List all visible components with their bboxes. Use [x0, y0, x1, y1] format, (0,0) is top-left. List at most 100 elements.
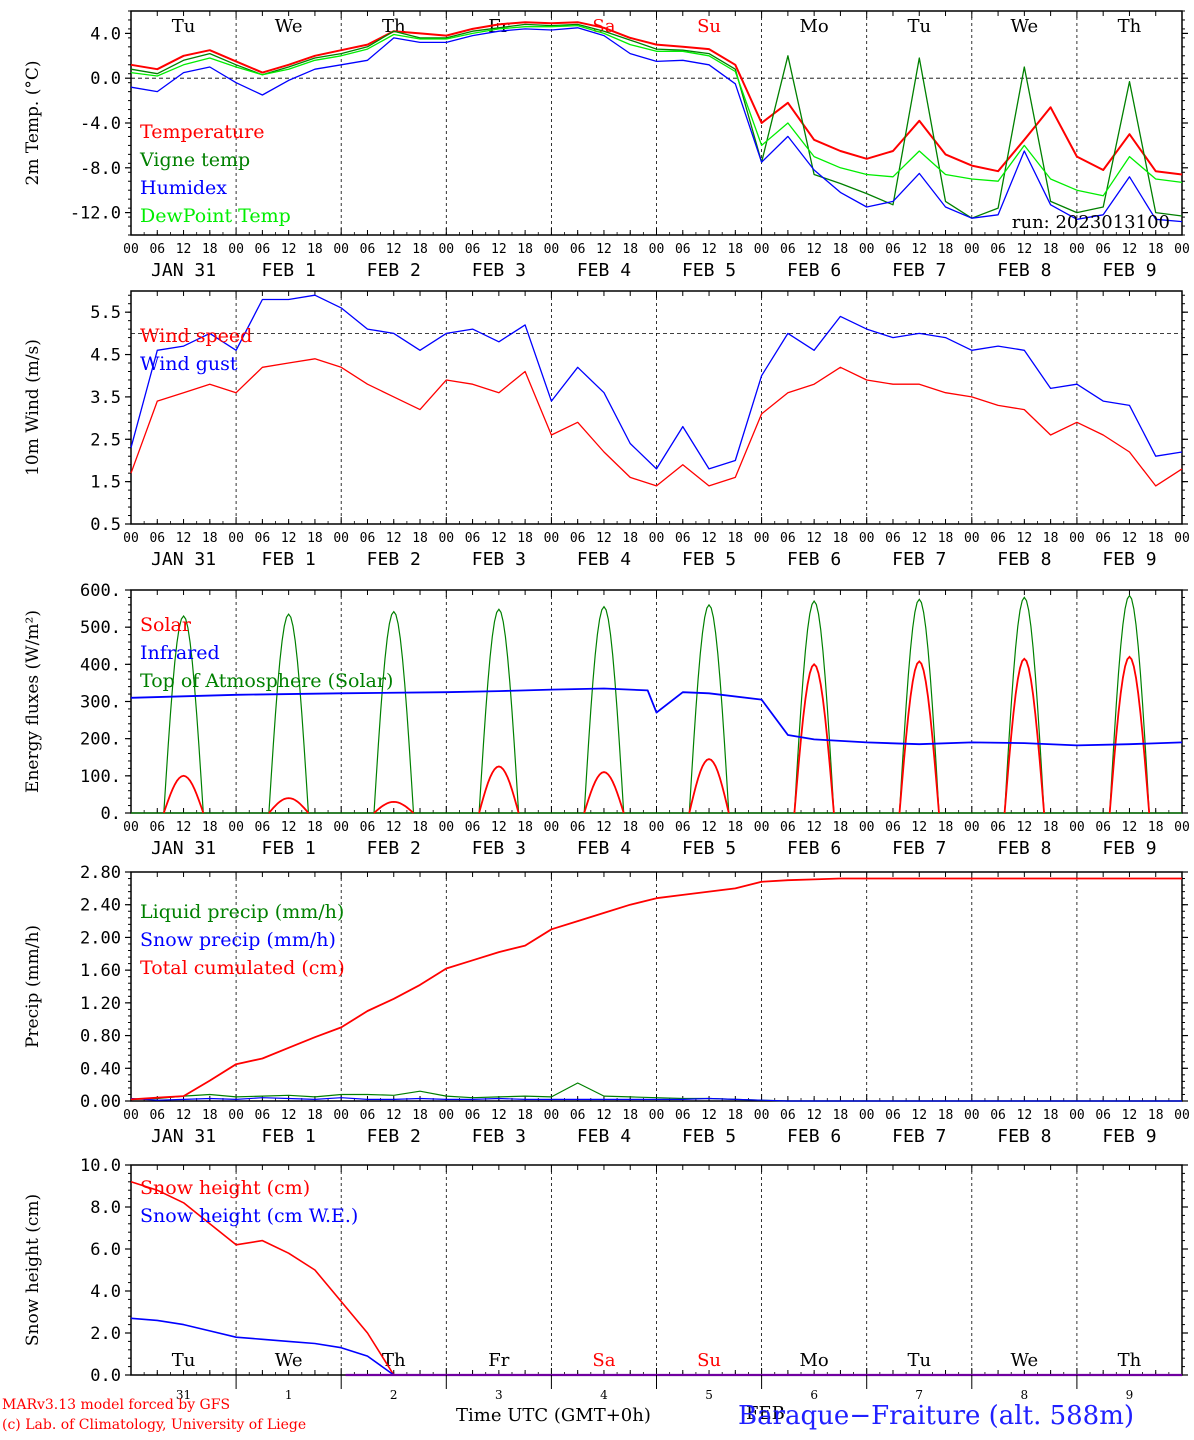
date-label: FEB 6 [787, 549, 841, 570]
hour-tick-label: 12 [386, 820, 402, 835]
hour-tick-label: 00 [649, 531, 665, 546]
hour-tick-label: 12 [491, 242, 507, 257]
toa-solar-curve [688, 603, 730, 814]
solar-curve [478, 765, 520, 814]
hour-tick-label: 00 [859, 242, 875, 257]
hour-tick-label: 00 [1069, 531, 1085, 546]
hour-tick-label: 12 [491, 531, 507, 546]
hour-tick-label: 06 [1095, 820, 1111, 835]
hour-tick-label: 06 [990, 1108, 1006, 1123]
hour-tick-label: 18 [833, 1108, 849, 1123]
hour-tick-label: 00 [438, 1108, 454, 1123]
y-tick-label: 0.0 [90, 1366, 121, 1386]
hour-tick-label: 00 [1069, 1108, 1085, 1123]
hour-tick-label: 12 [596, 820, 612, 835]
date-label: FEB 6 [787, 1126, 841, 1147]
series-line [130, 24, 1183, 197]
series-line [130, 1097, 1182, 1102]
date-label: FEB 9 [1102, 260, 1156, 281]
date-label: FEB 7 [892, 838, 946, 859]
hour-tick-label: 12 [281, 242, 297, 257]
y-tick-label: 2.5 [90, 430, 121, 450]
y-tick-label: 0.00 [80, 1092, 121, 1112]
hour-tick-label: 00 [754, 531, 770, 546]
credit-line-1: MARv3.13 model forced by GFS [2, 1397, 231, 1413]
legend-entry: Infrared [140, 642, 220, 664]
y-tick-label: -12.0 [70, 204, 121, 224]
hour-tick-label: 06 [675, 1108, 691, 1123]
hour-tick-label: 00 [859, 1108, 875, 1123]
date-label: FEB 5 [682, 1126, 736, 1147]
y-tick-label: 0.40 [80, 1059, 121, 1079]
hour-tick-label: 06 [149, 531, 165, 546]
toa-solar-curve [1109, 594, 1150, 814]
hour-tick-label: 18 [1148, 1108, 1164, 1123]
hour-tick-label: 12 [701, 242, 717, 257]
hour-tick-label: 06 [780, 531, 796, 546]
hour-tick-label: 00 [859, 531, 875, 546]
panel-1: 4.00.0-4.0-8.0-12.02m Temp. (°C)Tu We Th Fr… [23, 10, 1190, 281]
y-tick-label: 4.0 [90, 1282, 121, 1302]
legend-entry: Wind gust [140, 353, 238, 375]
hour-tick-label: 12 [386, 531, 402, 546]
hour-tick-label: 12 [701, 531, 717, 546]
hour-tick-label: 06 [675, 242, 691, 257]
day-number: 7 [915, 1388, 923, 1402]
day-label: Tu [172, 1350, 196, 1371]
y-tick-label: 1.20 [80, 994, 121, 1014]
hour-tick-label: 18 [202, 820, 218, 835]
solar-curve [268, 797, 310, 814]
hour-tick-label: 06 [149, 820, 165, 835]
date-label: FEB 3 [472, 260, 526, 281]
date-label: FEB 4 [577, 838, 631, 859]
day-number: 3 [495, 1388, 503, 1402]
hour-tick-label: 18 [622, 242, 638, 257]
hour-tick-label: 18 [938, 820, 954, 835]
date-label: FEB 7 [892, 1126, 946, 1147]
y-tick-label: 8.0 [90, 1198, 121, 1218]
hour-tick-label: 18 [517, 531, 533, 546]
date-label: FEB 8 [997, 549, 1051, 570]
hour-tick-label: 00 [754, 820, 770, 835]
hour-tick-label: 06 [360, 531, 376, 546]
legend-entry: Top of Atmosphere (Solar) [140, 670, 393, 692]
hour-tick-label: 12 [281, 1108, 297, 1123]
hour-tick-label: 12 [911, 820, 927, 835]
day-label: Sa [592, 1350, 615, 1371]
date-label: FEB 7 [892, 260, 946, 281]
hour-tick-label: 06 [780, 820, 796, 835]
hour-tick-label: 18 [1043, 531, 1059, 546]
hour-tick-label: 06 [570, 242, 586, 257]
legend-entry: Vigne temp [139, 149, 250, 171]
hour-tick-label: 12 [596, 1108, 612, 1123]
hour-tick-label: 06 [465, 531, 481, 546]
toa-solar-curve [268, 613, 309, 814]
date-label: FEB 2 [367, 549, 421, 570]
hour-tick-label: 06 [255, 820, 271, 835]
hour-tick-label: 00 [123, 531, 139, 546]
y-tick-label: 4.0 [90, 24, 121, 44]
series-line [130, 23, 1183, 219]
hour-tick-label: 00 [228, 820, 244, 835]
hour-tick-label: 06 [360, 242, 376, 257]
hour-tick-label: 00 [333, 820, 349, 835]
date-label: FEB 2 [367, 260, 421, 281]
legend-entry: DewPoint Temp [140, 205, 291, 227]
hour-tick-label: 12 [176, 820, 192, 835]
y-tick-label: 500. [80, 618, 121, 638]
hour-tick-label: 06 [149, 1108, 165, 1123]
hour-tick-label: 06 [885, 820, 901, 835]
day-label: Fr [488, 1350, 509, 1371]
hour-tick-label: 18 [1043, 1108, 1059, 1123]
date-label: FEB 8 [997, 1126, 1051, 1147]
hour-tick-label: 00 [228, 1108, 244, 1123]
date-label: FEB 5 [682, 260, 736, 281]
y-tick-label: 2.80 [80, 863, 121, 883]
hour-tick-label: 12 [701, 820, 717, 835]
hour-tick-label: 18 [412, 242, 428, 257]
y-axis-title: Precip (mm/h) [23, 925, 43, 1048]
date-label: FEB 9 [1102, 1126, 1156, 1147]
panel-4: 2.80 2.40 2.00 1.60 1.20 0.80 0.40 0.00 Precip (… [23, 863, 1190, 1147]
hour-tick-label: 06 [1095, 1108, 1111, 1123]
date-label: FEB 1 [262, 260, 316, 281]
